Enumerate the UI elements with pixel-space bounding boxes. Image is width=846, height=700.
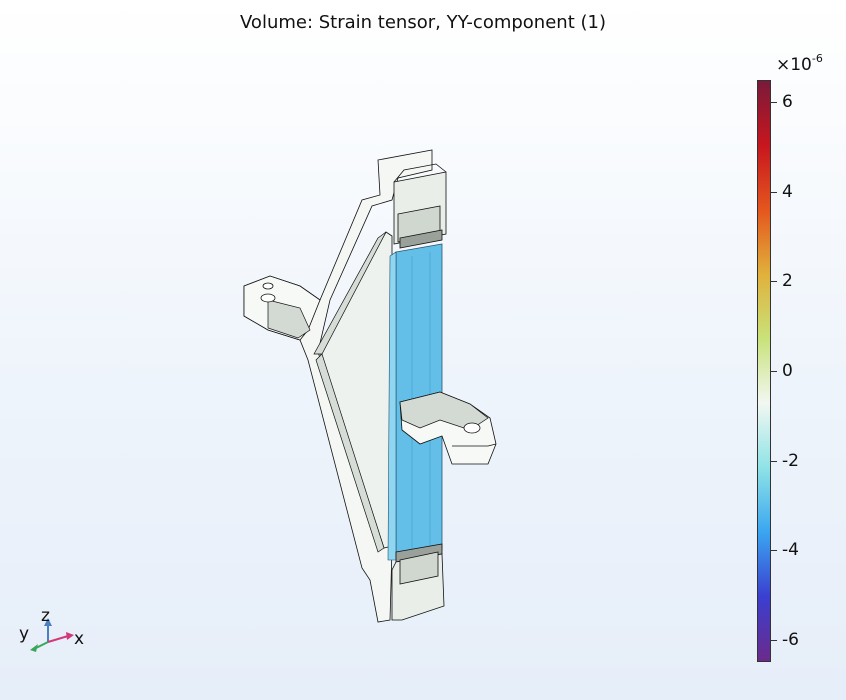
colorbar-exponent: ×10-6 (776, 52, 823, 75)
y-axis-arrow (35, 641, 49, 649)
y-axis-head (30, 644, 38, 652)
colorbar-tick-label: -6 (782, 630, 799, 650)
top-clamp (393, 163, 447, 249)
colorbar (757, 80, 771, 662)
colorbar-tick-label: 6 (782, 92, 793, 112)
x-axis-label: x (74, 629, 85, 649)
colorbar-exponent-power: -6 (811, 52, 823, 65)
colorbar-tick (771, 102, 777, 103)
x-axis-head (66, 632, 74, 640)
colorbar-tick (771, 192, 777, 193)
bracket-frame (243, 149, 433, 623)
colorbar-tick (771, 371, 777, 372)
colorbar-tick-label: 4 (782, 182, 793, 202)
colorbar-tick-label: -2 (782, 451, 799, 471)
colorbar-exponent-base: ×10 (776, 55, 812, 75)
colorbar-tick-label: 0 (782, 361, 793, 381)
bottom-clamp (391, 543, 445, 621)
z-axis-head (44, 618, 52, 626)
x-axis-arrow (47, 635, 69, 643)
y-axis-label: y (19, 624, 30, 644)
colorbar-tick-label: 2 (782, 271, 793, 291)
colorbar-tick-label: -4 (782, 540, 799, 560)
axis-triad (30, 618, 74, 652)
colorbar-tick (771, 640, 777, 641)
right-lug (399, 391, 497, 465)
z-axis-label: z (41, 606, 50, 626)
colorbar-tick (771, 550, 777, 551)
colorbar-tick (771, 281, 777, 282)
plot-title: Volume: Strain tensor, YY-component (1) (240, 12, 606, 33)
colorbar-tick (771, 461, 777, 462)
